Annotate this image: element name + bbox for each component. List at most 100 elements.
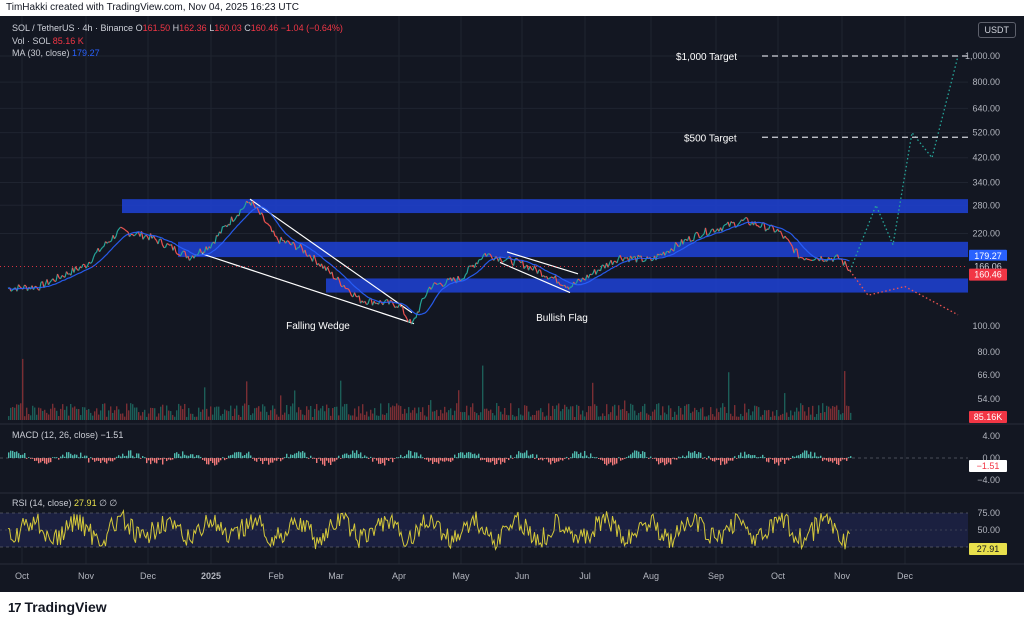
macd-bar	[732, 458, 734, 461]
volume-bar	[654, 409, 656, 420]
volume-bar	[508, 415, 510, 420]
volume-bar	[522, 415, 524, 420]
price-segment	[790, 243, 794, 248]
price-segment	[184, 251, 188, 259]
macd-bar	[152, 458, 154, 461]
macd-bar	[396, 457, 398, 458]
price-segment	[349, 291, 353, 296]
volume-bar	[340, 380, 342, 420]
volume-bar	[442, 413, 444, 420]
axes: Oct Nov Dec 2025 Feb Mar Apr May Jun Jul Aug Sep Oct…	[0, 51, 1024, 581]
volume-bar	[80, 415, 82, 420]
price-segment	[425, 289, 429, 295]
volume-bar	[46, 412, 48, 420]
macd-bar	[712, 458, 714, 462]
macd-bar	[150, 458, 152, 465]
macd-bar	[226, 458, 228, 460]
macd-bar	[714, 458, 716, 462]
price-segment	[452, 277, 456, 281]
volume-bar	[116, 406, 118, 420]
price-segment	[476, 259, 480, 265]
macd-bar	[832, 458, 834, 463]
macd-bar	[424, 458, 426, 460]
volume-bar	[436, 409, 438, 420]
volume-bar	[582, 410, 584, 420]
ma-price-badge: 179.27	[974, 251, 1002, 261]
volume-bar	[812, 405, 814, 420]
volume-bar	[392, 405, 394, 420]
tradingview-logo[interactable]: 17 TradingView	[8, 599, 107, 615]
volume-bar	[840, 414, 842, 420]
price-segment	[796, 249, 800, 259]
volume-bar	[748, 409, 750, 420]
volume-bar	[336, 406, 338, 420]
volume-bar	[608, 414, 610, 420]
moving-average-line	[7, 206, 850, 316]
ma-price-badge-bg	[969, 249, 1007, 262]
macd-bar	[200, 456, 202, 458]
volume-bar	[788, 416, 790, 420]
volume-bar	[98, 414, 100, 420]
legend-rsi-row: RSI (14, close) 27.91 ∅ ∅	[12, 498, 118, 508]
macd-bar	[640, 454, 642, 458]
price-segment	[801, 257, 804, 259]
macd-bar	[216, 458, 218, 465]
macd-bar	[808, 454, 810, 458]
macd-bar	[716, 458, 718, 461]
volume-bar	[306, 406, 308, 420]
chart-area[interactable]: Falling Wedge Bullish Flag $1,000 Target $…	[0, 16, 1024, 592]
macd-bar	[802, 452, 804, 458]
volume-bar	[328, 408, 330, 420]
macd-bar	[214, 458, 216, 466]
macd-bar	[94, 458, 96, 462]
price-segment	[175, 252, 178, 255]
volume-bar	[168, 410, 170, 420]
macd-bar	[444, 458, 446, 462]
macd-bar	[58, 458, 60, 460]
macd-bar	[168, 458, 170, 460]
price-segment	[438, 282, 441, 285]
macd-bar	[684, 457, 686, 458]
price-segment	[366, 303, 369, 306]
volume-bar	[814, 416, 816, 420]
price-segment	[508, 255, 511, 259]
macd-bar	[576, 451, 578, 458]
macd-bar	[14, 452, 16, 458]
macd-bar	[198, 455, 200, 458]
price-segment	[549, 276, 552, 279]
volume-value: 85.16 K	[52, 36, 84, 46]
price-segment	[694, 231, 697, 235]
volume-bar	[200, 411, 202, 420]
macd-bar	[596, 457, 598, 458]
volume-bar	[34, 407, 36, 420]
volume-bar	[806, 415, 808, 420]
macd-bar	[136, 453, 138, 458]
volume-bar	[716, 408, 718, 420]
zone-band	[178, 241, 968, 258]
price-segment	[682, 239, 686, 245]
price-segment	[536, 269, 540, 274]
price-segment	[772, 227, 776, 233]
price-segment	[403, 313, 406, 317]
macd-bar	[196, 455, 198, 458]
macd-bar	[700, 452, 702, 458]
macd-bar	[12, 450, 14, 458]
volume-bar	[290, 406, 292, 420]
macd-bar	[454, 454, 456, 458]
macd-bar	[16, 451, 18, 458]
price-segment	[441, 284, 444, 287]
volume-bar	[734, 405, 736, 420]
macd-bar	[302, 451, 304, 458]
macd-bar	[344, 453, 346, 458]
price-segment	[390, 299, 393, 302]
volume-bar	[828, 406, 830, 420]
currency-button[interactable]: USDT	[977, 22, 1016, 38]
macd-bar	[248, 451, 250, 458]
macd-bar	[754, 455, 756, 458]
volume-bar	[128, 410, 130, 420]
volume-bar	[138, 412, 140, 420]
macd-bar	[608, 458, 610, 464]
macd-bar	[230, 455, 232, 458]
volume-bar	[60, 408, 62, 420]
